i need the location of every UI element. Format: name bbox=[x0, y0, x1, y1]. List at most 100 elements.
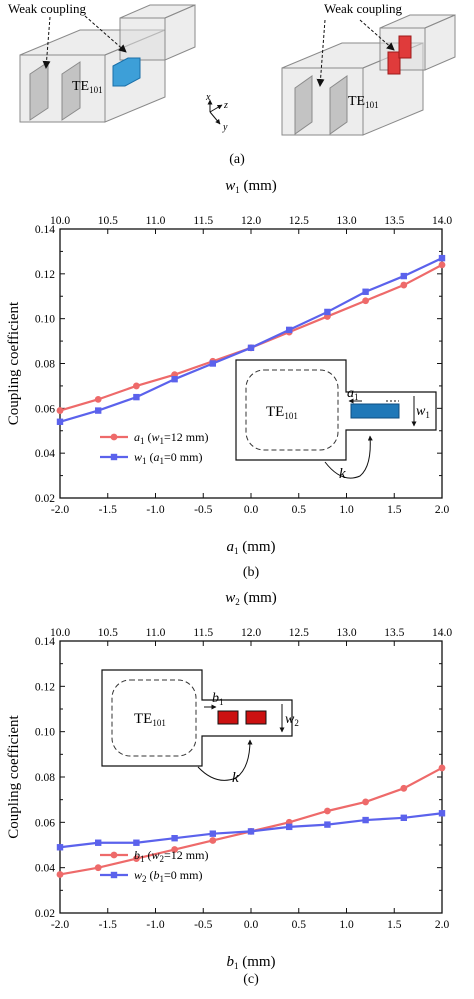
legend-marker-1 bbox=[110, 453, 118, 461]
data-point-1-0 bbox=[56, 844, 64, 851]
inset-c-mode-loop bbox=[111, 679, 197, 757]
x-bottom-tick-label-4: 0.0 bbox=[244, 919, 259, 931]
y-tick-label-3: 0.08 bbox=[35, 359, 55, 371]
inset-b-mode-label: TE101 bbox=[266, 404, 298, 421]
data-point-0-0 bbox=[56, 871, 64, 878]
x-bottom-tick-label-7: 1.5 bbox=[387, 919, 402, 931]
inset-b-cavity-outline bbox=[235, 359, 437, 461]
data-point-1-2 bbox=[133, 839, 140, 846]
y-tick-label-2: 0.06 bbox=[35, 403, 55, 415]
x-bottom-tick-label-5: 0.5 bbox=[292, 919, 307, 931]
inset-c-width-label: w2 bbox=[285, 712, 299, 728]
x-bottom-tick-label-8: 2.0 bbox=[435, 919, 450, 931]
right-probe-1 bbox=[387, 51, 401, 75]
y-tick-label-1: 0.04 bbox=[35, 448, 55, 460]
x-top-tick-label-2: 11.0 bbox=[146, 627, 166, 639]
y-tick-label-5: 0.12 bbox=[35, 681, 55, 693]
x-top-tick-label-2: 11.0 bbox=[146, 215, 166, 227]
data-point-0-8 bbox=[362, 798, 369, 806]
data-point-1-9 bbox=[400, 272, 407, 280]
x-top-tick-label-8: 14.0 bbox=[432, 215, 452, 227]
inset-b: TE101 a1 w1 k bbox=[235, 359, 437, 482]
panel-a: TE101 Weak coupling x z y TE101 Weak cou… bbox=[8, 1, 456, 167]
data-point-0-4 bbox=[209, 837, 217, 844]
x-bottom-tick-label-6: 1.0 bbox=[339, 504, 354, 516]
x-bottom-tick-label-0: -2.0 bbox=[51, 504, 69, 516]
x-top-tick-label-5: 12.5 bbox=[289, 215, 309, 227]
legend-label-1: w2 (b1=0 mm) bbox=[134, 868, 202, 884]
bottom-axis-label: a1 (mm) bbox=[226, 539, 275, 556]
x-top-tick-label-7: 13.5 bbox=[384, 627, 404, 639]
x-bottom-tick-label-4: 0.0 bbox=[244, 504, 259, 516]
bottom-axis-label: b1 (mm) bbox=[226, 954, 275, 971]
axes-icon: x z y bbox=[205, 92, 228, 133]
svg-text:y: y bbox=[222, 122, 228, 133]
x-top-tick-label-0: 10.0 bbox=[50, 627, 70, 639]
chart-caption: (c) bbox=[243, 972, 259, 987]
data-point-1-5 bbox=[247, 828, 255, 835]
chart-c: 0.02 0.04 0.06 0.08 0.10 0.12 0.14 -2.0 -1.5 -1.0… bbox=[6, 590, 452, 987]
inset-c-mode-label: TE101 bbox=[134, 711, 166, 728]
x-bottom-tick-label-2: -1.0 bbox=[146, 504, 164, 516]
data-point-1-3 bbox=[171, 835, 178, 842]
data-point-1-1 bbox=[95, 407, 102, 414]
legend-label-1: w1 (a1=0 mm) bbox=[134, 450, 202, 466]
x-top-tick-label-4: 12.0 bbox=[241, 627, 261, 639]
chart-b: 0.02 0.04 0.06 0.08 0.10 0.12 0.14 -2.0 -1.5 -1.0… bbox=[6, 178, 452, 580]
y-tick-label-2: 0.06 bbox=[35, 817, 55, 829]
data-point-1-1 bbox=[95, 839, 102, 846]
data-point-1-6 bbox=[286, 823, 293, 831]
data-point-1-8 bbox=[362, 288, 369, 295]
y-tick-label-3: 0.08 bbox=[35, 772, 55, 784]
inset-c: TE101 b1 w2 k bbox=[101, 669, 299, 786]
right-probe-2 bbox=[398, 35, 412, 59]
data-point-0-0 bbox=[56, 407, 64, 414]
data-point-1-0 bbox=[56, 418, 64, 425]
legend-marker-1 bbox=[110, 871, 118, 879]
right-cavity-model bbox=[281, 14, 456, 136]
left-cavity-model bbox=[19, 4, 196, 123]
data-point-1-9 bbox=[400, 814, 407, 821]
inset-c-coupling-arc bbox=[197, 739, 253, 781]
series-line-0 bbox=[59, 766, 443, 876]
data-point-0-1 bbox=[94, 864, 102, 872]
y-tick-label-0: 0.02 bbox=[35, 908, 55, 920]
top-axis-label: w1 (mm) bbox=[225, 178, 277, 195]
x-bottom-tick-label-6: 1.0 bbox=[339, 919, 354, 931]
data-point-0-1 bbox=[94, 395, 102, 403]
y-tick-label-1: 0.04 bbox=[35, 863, 55, 875]
inset-b-probe-block bbox=[350, 403, 400, 419]
x-top-tick-label-0: 10.0 bbox=[50, 215, 70, 227]
data-point-1-2 bbox=[133, 393, 140, 401]
inset-c-gap-label: b1 bbox=[212, 691, 224, 707]
x-top-tick-label-3: 11.5 bbox=[193, 627, 213, 639]
x-bottom-tick-label-1: -1.5 bbox=[99, 504, 117, 516]
legend-label-0: a1 (w1=12 mm) bbox=[134, 430, 208, 446]
chart-caption: (b) bbox=[243, 565, 260, 580]
right-weak-coupling: Weak coupling bbox=[324, 1, 403, 16]
x-bottom-tick-label-7: 1.5 bbox=[387, 504, 402, 516]
inset-b-k: k bbox=[339, 466, 346, 482]
data-point-1-4 bbox=[209, 830, 216, 837]
data-point-0-3 bbox=[171, 846, 179, 853]
left-arrow-2 bbox=[84, 15, 127, 53]
inset-b-coupling-arc bbox=[324, 435, 373, 479]
top-axis-label: w2 (mm) bbox=[225, 590, 277, 607]
data-point-1-5 bbox=[247, 344, 255, 352]
inset-c-probe-block-2 bbox=[245, 710, 267, 725]
legend-marker-0 bbox=[110, 433, 118, 441]
svg-text:x: x bbox=[205, 92, 211, 103]
data-point-0-2 bbox=[133, 382, 140, 390]
x-bottom-tick-label-3: -0.5 bbox=[194, 919, 212, 931]
left-arrow-1 bbox=[42, 16, 51, 69]
panel-a-caption: (a) bbox=[229, 152, 245, 167]
x-top-tick-label-4: 12.0 bbox=[241, 215, 261, 227]
data-point-0-9 bbox=[400, 281, 408, 289]
inset-b-width-label: w1 bbox=[416, 404, 430, 420]
inset-b-gap-label: a1 bbox=[347, 386, 359, 402]
data-point-0-2 bbox=[133, 855, 140, 862]
legend-label-0: b1 (w2=12 mm) bbox=[134, 848, 208, 864]
data-point-1-7 bbox=[324, 308, 331, 316]
